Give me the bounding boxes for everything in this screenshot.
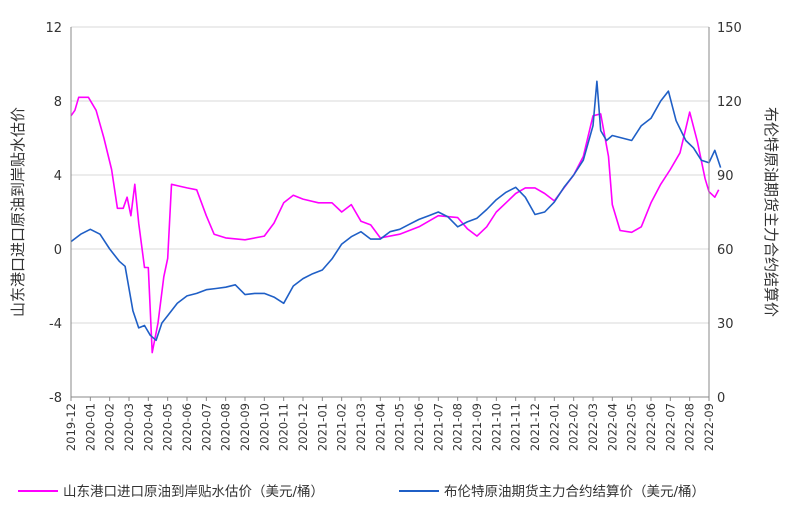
right-tick-label: 60: [717, 243, 734, 258]
series-line-brent: [70, 80, 722, 342]
x-tick-label: 2021-06: [412, 403, 426, 451]
x-tick-label: 2020-09: [238, 403, 252, 451]
x-tick-label: 2022-08: [683, 403, 697, 451]
left-tick-label: 12: [45, 21, 62, 36]
left-axis-ticks: 12 8 4 0 -4 -8: [45, 21, 62, 406]
x-tick-label: 2022-04: [605, 403, 619, 451]
x-tick-label: 2022-09: [702, 403, 716, 451]
right-axis-ticks: 150 120 90 60 30 0: [717, 21, 742, 406]
x-tick-label: 2019-12: [64, 403, 78, 451]
x-tick-label: 2020-10: [257, 403, 271, 451]
x-tick-label: 2022-02: [567, 403, 581, 451]
x-tick-label: 2021-09: [470, 403, 484, 451]
right-axis-title: 布伦特原油期货主力合约结算价: [762, 107, 780, 317]
left-axis-title: 山东港口进口原油到岸贴水估价: [9, 107, 27, 317]
right-tick-label: 90: [717, 169, 734, 184]
x-tick-label: 2020-06: [180, 403, 194, 451]
left-tick-label: -8: [49, 391, 62, 406]
left-tick-label: 8: [54, 95, 62, 110]
x-tick-label: 2021-02: [335, 403, 349, 451]
x-tick-label: 2020-05: [161, 403, 175, 451]
series-layer: [70, 80, 722, 354]
x-tick-label: 2021-12: [528, 403, 542, 451]
x-tick-label: 2021-04: [373, 403, 387, 451]
x-tick-label: 2021-01: [315, 403, 329, 451]
x-axis-ticks: 2019-12 2020-01 2020-02 2020-03 2020-04 2020-…: [64, 397, 716, 451]
x-tick-label: 2021-07: [431, 403, 445, 451]
x-tick-label: 2021-11: [509, 403, 523, 451]
x-tick-label: 2022-06: [644, 403, 658, 451]
x-tick-label: 2020-12: [296, 403, 310, 451]
x-tick-label: 2020-04: [141, 403, 155, 451]
series-line-shandong: [70, 96, 720, 354]
x-tick-label: 2022-01: [547, 403, 561, 451]
legend: 山东港口进口原油到岸贴水估价（美元/桶） 布伦特原油期货主力合约结算价（美元/桶…: [18, 483, 705, 500]
x-tick-label: 2021-08: [451, 403, 465, 451]
right-tick-label: 150: [717, 21, 742, 36]
x-tick-label: 2021-05: [393, 403, 407, 451]
x-tick-label: 2022-07: [663, 403, 677, 451]
right-tick-label: 0: [717, 391, 725, 406]
x-tick-label: 2020-11: [277, 403, 291, 451]
x-tick-label: 2022-03: [586, 403, 600, 451]
x-tick-label: 2021-03: [354, 403, 368, 451]
x-tick-label: 2020-01: [83, 403, 97, 451]
x-tick-label: 2020-07: [199, 403, 213, 451]
x-tick-label: 2020-03: [122, 403, 136, 451]
legend-label-shandong: 山东港口进口原油到岸贴水估价（美元/桶）: [63, 484, 324, 500]
plot-frame: [70, 27, 710, 398]
x-tick-label: 2020-02: [103, 403, 117, 451]
right-tick-label: 120: [717, 95, 742, 110]
x-tick-label: 2020-08: [219, 403, 233, 451]
x-tick-label: 2021-10: [489, 403, 503, 451]
left-tick-label: -4: [49, 317, 62, 332]
legend-label-brent: 布伦特原油期货主力合约结算价（美元/桶）: [444, 483, 705, 500]
right-tick-label: 30: [717, 317, 734, 332]
left-tick-label: 4: [54, 169, 62, 184]
x-tick-label: 2022-05: [625, 403, 639, 451]
gridlines: [71, 26, 709, 324]
left-tick-label: 0: [54, 243, 62, 258]
